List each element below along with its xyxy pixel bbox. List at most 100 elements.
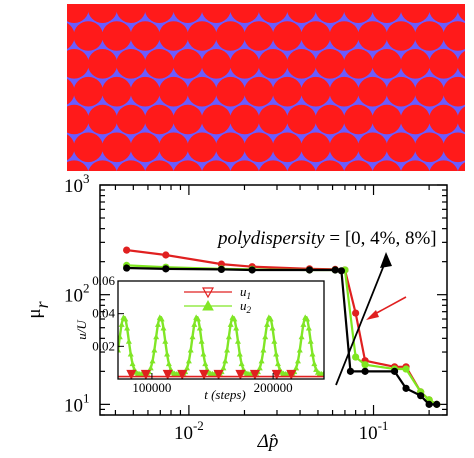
inset-u2-marker [296, 347, 303, 353]
main-series-point [346, 367, 355, 375]
inset-tick-labels: 100000 200000 0.02 0.04 0.06 [92, 273, 292, 395]
particle [73, 21, 104, 51]
inset-u2-marker [320, 371, 324, 377]
main-series-point [337, 267, 346, 275]
particle [315, 104, 345, 135]
inset-u2-marker [307, 338, 314, 344]
inset-u2-marker [154, 321, 161, 327]
particle [67, 160, 89, 171]
particle [258, 104, 288, 135]
particle [230, 160, 259, 171]
particle [443, 132, 465, 163]
particle [372, 104, 402, 135]
particle [343, 49, 374, 79]
main-tick-labels: 10-2 10-1 101 102 103 [64, 171, 388, 444]
inset-u2-marker [160, 325, 167, 331]
particle [229, 49, 260, 79]
inset-u2-marker [264, 321, 271, 327]
particle [357, 21, 388, 51]
inset-u1-marker [213, 369, 224, 379]
particle [329, 132, 359, 163]
main-series-point [162, 251, 170, 259]
main-series [123, 246, 441, 408]
particle [201, 49, 232, 79]
particle [67, 78, 75, 105]
inset-u2-marker [118, 321, 125, 327]
inset-x-axis-label: t (steps) [204, 387, 246, 402]
inset-background [118, 281, 324, 379]
main-series-point [417, 392, 425, 400]
particle [428, 4, 459, 23]
inset-u1-marker [140, 369, 151, 379]
particle [457, 50, 465, 77]
particle [443, 76, 465, 107]
inset-u2-marker [224, 347, 231, 353]
inset-u1-marker [235, 369, 246, 379]
particle [429, 160, 458, 171]
particle [428, 49, 459, 79]
main-series-point [217, 265, 226, 274]
main-series-point [361, 361, 369, 369]
particle [343, 4, 374, 23]
particle [31, 49, 61, 79]
legend-item-u1: u1 [184, 284, 251, 301]
inset-u2-marker [220, 364, 227, 371]
particle [272, 132, 303, 163]
particle [457, 162, 465, 171]
inset-u2-marker [304, 315, 311, 322]
main-series-point [162, 265, 170, 273]
particle [67, 134, 75, 161]
inset-u2-marker [305, 325, 312, 331]
particle [31, 0, 61, 23]
main-series-point [352, 353, 360, 361]
main-series-point [433, 400, 441, 408]
inset-u2-marker [162, 338, 169, 344]
inset-u2-marker [222, 357, 229, 364]
particle [357, 132, 388, 163]
inset-u2-marker [165, 360, 172, 367]
inset-u2-marker [187, 347, 194, 353]
inset-u1-marker [286, 369, 297, 379]
particle [67, 23, 75, 49]
y-tick-label: 102 [64, 281, 90, 307]
particle [187, 76, 217, 107]
particle [386, 132, 416, 163]
particle [329, 21, 359, 51]
polydispersity-annotation: polydispersity = [0, 4%, 8%] [216, 228, 437, 249]
particle [428, 104, 459, 135]
inset-u2-marker [196, 325, 203, 331]
inset-u2-marker [118, 333, 123, 340]
inset-u2-marker [202, 360, 209, 367]
particle [386, 76, 416, 107]
particle [101, 76, 132, 107]
inset-u2-marker [233, 325, 240, 331]
main-series-point [352, 309, 360, 317]
inset-u2-marker [189, 333, 196, 340]
inset-u2-marker [185, 357, 192, 364]
inset-chart: 100000 200000 0.02 0.04 0.06 t (steps) u/U u… [74, 273, 325, 402]
inset-u2-marker [200, 351, 207, 357]
particle [202, 160, 231, 171]
legend-label-u2: u2 [240, 298, 252, 315]
inset-u2-marker [225, 333, 232, 340]
particle [116, 104, 146, 135]
inset-u2-marker [293, 364, 300, 371]
particle [457, 4, 465, 22]
main-series-point [425, 400, 433, 408]
main-series-point [305, 266, 314, 274]
particle [215, 21, 246, 51]
x-tick-label: 10-1 [359, 418, 389, 444]
particle [286, 4, 317, 23]
particle [87, 49, 118, 79]
inset-u2-marker [153, 333, 160, 340]
particle [315, 4, 345, 23]
particle [229, 104, 260, 135]
main-series-point [402, 365, 410, 373]
inset-u2-marker [238, 360, 245, 367]
particle [357, 76, 388, 107]
inset-u1-marker [162, 369, 173, 379]
inset-u2-marker [256, 364, 263, 371]
particle [31, 105, 61, 135]
particle [130, 132, 160, 163]
